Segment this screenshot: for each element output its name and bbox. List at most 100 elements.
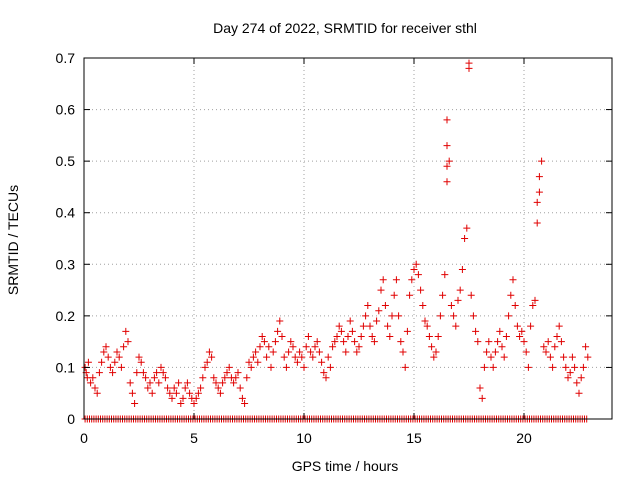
data-point (494, 338, 502, 346)
data-point (302, 343, 310, 351)
data-point (430, 353, 438, 361)
data-point (208, 353, 216, 361)
data-point (476, 384, 484, 392)
data-point (335, 322, 343, 330)
data-point (507, 291, 515, 299)
y-tick-label: 0.2 (56, 308, 76, 324)
data-point (571, 363, 579, 371)
data-point (109, 369, 117, 377)
data-point (366, 322, 374, 330)
data-point (399, 348, 407, 356)
data-point (144, 384, 152, 392)
data-point (454, 296, 462, 304)
data-point (280, 353, 288, 361)
data-point (582, 343, 590, 351)
data-point (520, 338, 528, 346)
data-point (531, 296, 539, 304)
data-point (304, 332, 312, 340)
data-point (384, 322, 392, 330)
data-point (181, 384, 189, 392)
data-point (533, 219, 541, 227)
data-point (205, 348, 213, 356)
data-point (271, 338, 279, 346)
data-point (511, 302, 519, 310)
data-point (551, 343, 559, 351)
y-tick-label: 0.4 (56, 205, 76, 221)
data-point (410, 265, 418, 273)
data-point (170, 384, 178, 392)
data-point (461, 235, 469, 242)
data-point (159, 369, 167, 377)
data-point (491, 348, 499, 356)
y-tick-label: 0.6 (56, 102, 76, 118)
data-point (359, 322, 367, 330)
data-point (252, 348, 260, 356)
data-point (230, 379, 238, 387)
data-point (560, 353, 568, 361)
data-point (370, 338, 378, 346)
data-point (98, 358, 106, 366)
data-point (223, 369, 231, 377)
data-point (518, 327, 526, 335)
data-point (540, 343, 548, 351)
data-point (216, 389, 224, 397)
data-point (287, 338, 295, 346)
data-point (84, 358, 92, 366)
data-point (111, 358, 119, 366)
data-point (458, 265, 466, 273)
data-point (256, 343, 264, 351)
data-point (285, 348, 293, 356)
x-tick-label: 0 (80, 430, 88, 446)
data-point (443, 142, 451, 150)
data-point (478, 394, 486, 402)
data-point (381, 302, 389, 310)
data-point (573, 379, 581, 387)
data-point (311, 343, 319, 351)
data-point (412, 260, 420, 268)
data-point (128, 389, 136, 397)
data-point (254, 358, 262, 366)
data-point (465, 59, 473, 67)
data-point (300, 363, 308, 371)
data-point (307, 348, 315, 356)
data-point (502, 332, 510, 340)
data-point (390, 291, 398, 299)
y-tick-label: 0.3 (56, 256, 76, 272)
x-tick-label: 15 (406, 430, 422, 446)
data-point (379, 276, 387, 284)
data-point (566, 369, 574, 377)
data-point (142, 374, 150, 382)
data-point (298, 353, 306, 361)
data-point (562, 363, 570, 371)
x-tick-label: 10 (296, 430, 312, 446)
data-point (186, 389, 194, 397)
data-point (333, 332, 341, 340)
data-point (386, 332, 394, 340)
data-point (450, 312, 458, 320)
data-point (505, 312, 513, 320)
chart-title: Day 274 of 2022, SRMTID for receiver sth… (213, 20, 477, 36)
data-point (480, 363, 488, 371)
data-point (131, 400, 139, 408)
data-point (150, 374, 158, 382)
y-tick-label: 0 (67, 411, 75, 427)
data-point (538, 157, 546, 165)
data-point (236, 384, 244, 392)
data-point (362, 312, 370, 320)
data-point (434, 332, 442, 340)
data-point (463, 224, 471, 232)
data-point (549, 363, 557, 371)
data-point (225, 363, 233, 371)
data-point (351, 338, 359, 346)
data-point (95, 369, 103, 377)
data-point (579, 363, 587, 371)
data-point (265, 343, 273, 351)
data-point (203, 358, 211, 366)
data-point (557, 338, 565, 346)
data-point (337, 327, 345, 335)
data-point (555, 322, 563, 330)
data-point (353, 348, 361, 356)
data-point (500, 353, 508, 361)
data-point (89, 374, 97, 382)
data-point (278, 332, 286, 340)
